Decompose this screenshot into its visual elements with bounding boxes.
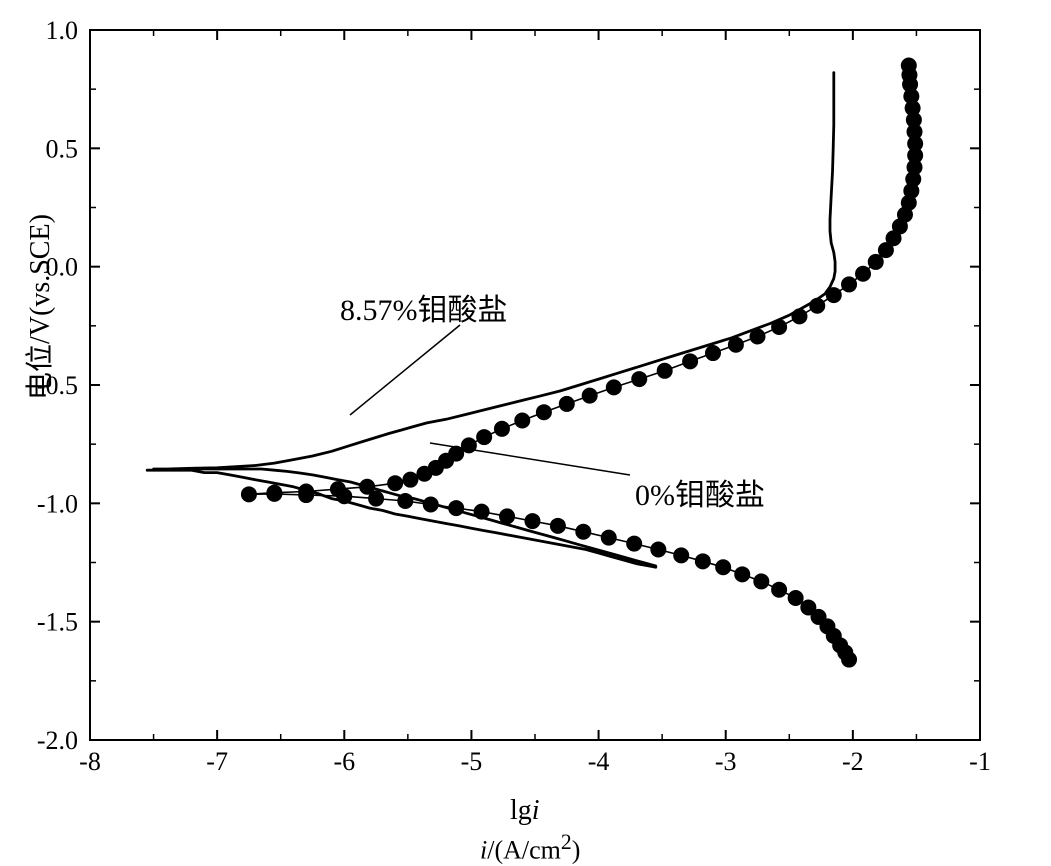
x-axis-label-line2: i/(A/cm2)	[480, 830, 580, 866]
svg-text:-7: -7	[206, 747, 228, 776]
svg-text:1.0: 1.0	[46, 16, 79, 45]
svg-text:-1: -1	[969, 747, 991, 776]
svg-text:-8: -8	[79, 747, 101, 776]
svg-text:0.5: 0.5	[46, 134, 79, 163]
svg-text:-1.5: -1.5	[37, 608, 78, 637]
x-axis-label-line1: lgi	[510, 795, 540, 827]
annotation-857: 8.57%钼酸盐	[340, 285, 508, 329]
plot-svg: -8-7-6-5-4-3-2-1-2.0-1.5-1.0-0.50.00.51.…	[0, 0, 1051, 865]
svg-text:-2: -2	[842, 747, 864, 776]
svg-text:-1.0: -1.0	[37, 489, 78, 518]
svg-text:-3: -3	[715, 747, 737, 776]
svg-text:-4: -4	[588, 747, 610, 776]
svg-text:-5: -5	[461, 747, 483, 776]
svg-text:-2.0: -2.0	[37, 726, 78, 755]
annotation-0: 0%钼酸盐	[635, 470, 765, 514]
svg-text:-6: -6	[333, 747, 355, 776]
y-axis-label: 电位/V(vs.SCE)	[18, 214, 58, 400]
tafel-plot: -8-7-6-5-4-3-2-1-2.0-1.5-1.0-0.50.00.51.…	[0, 0, 1051, 865]
